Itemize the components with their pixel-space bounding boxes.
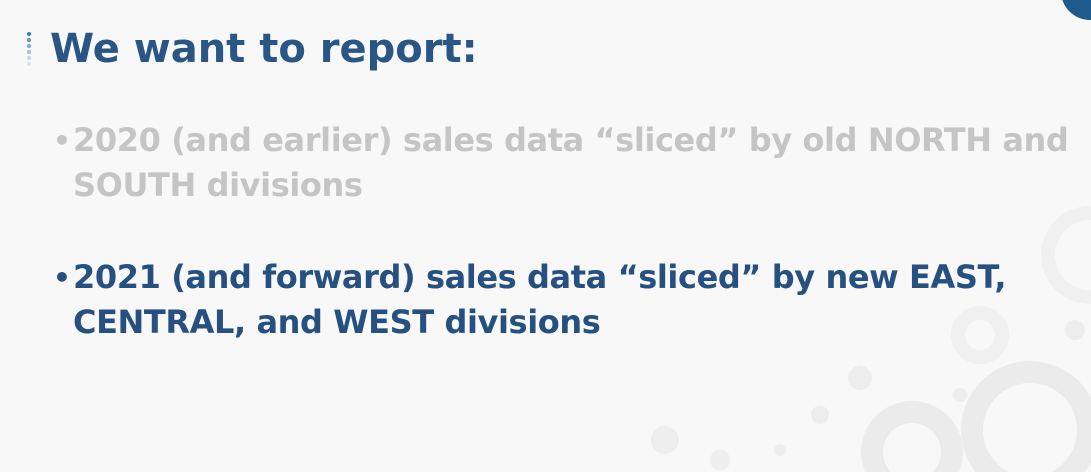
- bullet-marker: •: [53, 261, 71, 294]
- title-dots-accent: [26, 32, 32, 72]
- bullet-text: 2020 (and earlier) sales data “sliced” b…: [73, 121, 1069, 204]
- slide-title: We want to report:: [50, 26, 478, 72]
- bullet-item-2021-divisions: • 2021 (and forward) sales data “sliced”…: [50, 255, 1080, 345]
- bullet-text: 2021 (and forward) sales data “sliced” b…: [73, 258, 1007, 341]
- bullet-marker: •: [53, 124, 71, 157]
- bullet-list: • 2020 (and earlier) sales data “sliced”…: [50, 118, 1080, 345]
- bullet-item-2020-divisions: • 2020 (and earlier) sales data “sliced”…: [50, 118, 1080, 208]
